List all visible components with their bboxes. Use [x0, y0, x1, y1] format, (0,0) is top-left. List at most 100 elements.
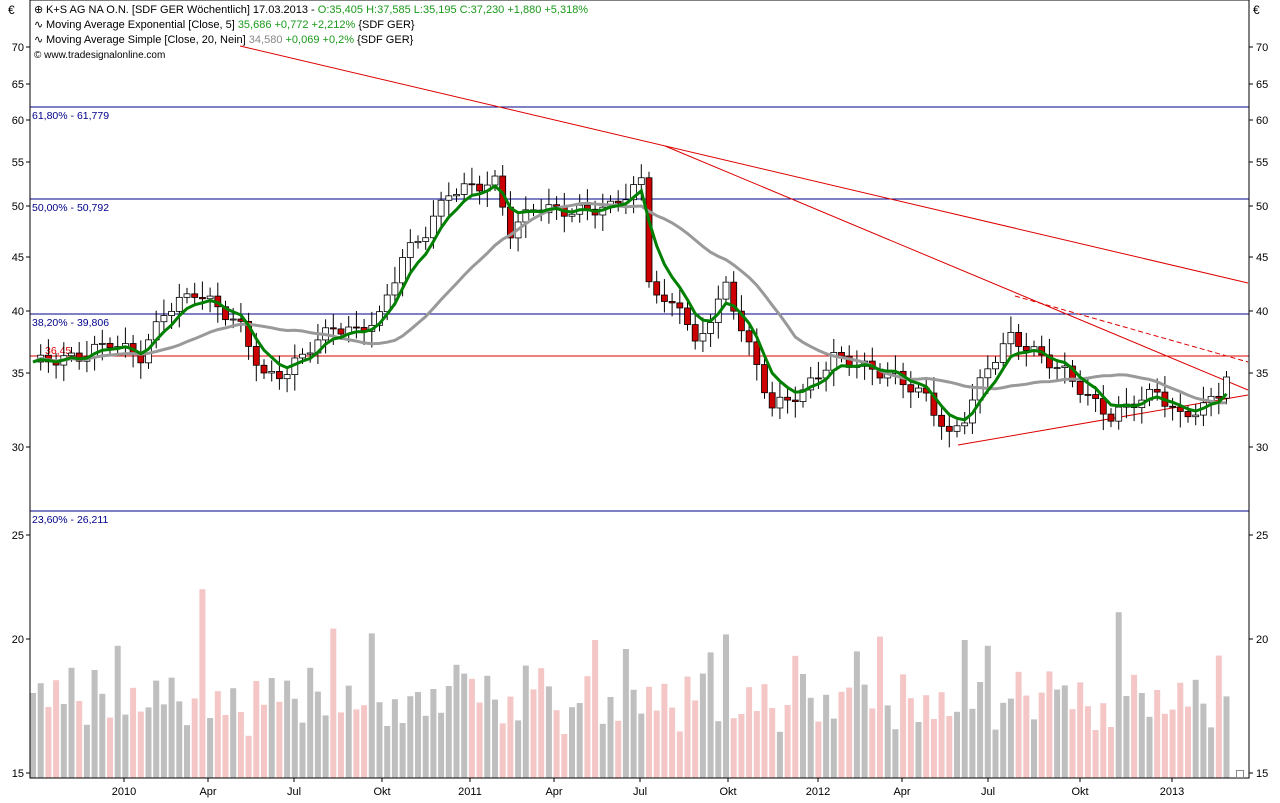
plot-frame: [29, 0, 1250, 779]
currency-label-right: €: [1253, 3, 1260, 17]
volume-bar: [1215, 655, 1222, 778]
volume-bar: [761, 684, 768, 778]
volume-bar: [653, 710, 660, 778]
candle-body: [1192, 414, 1200, 418]
candle-body: [268, 371, 276, 374]
candle-body: [684, 307, 691, 325]
volume-bar: [707, 652, 714, 778]
candle-body: [1061, 365, 1069, 368]
x-tick-label: Okt: [719, 786, 736, 798]
volume-bar: [1115, 612, 1122, 778]
volume-bar: [153, 680, 160, 778]
moving-average-icon: ∿: [34, 19, 44, 31]
x-tick-label: Jul: [633, 786, 647, 798]
volume-bar: [838, 691, 845, 778]
candle-body: [329, 327, 337, 330]
x-tick-label: Apr: [199, 786, 216, 798]
volume-bar: [1069, 709, 1076, 778]
fibonacci-level-label: 38,20% - 39,806: [32, 317, 109, 329]
volume-bar: [268, 678, 275, 778]
y-tick-label-right: 25: [1256, 530, 1268, 542]
candle-body: [437, 199, 445, 217]
fibonacci-level-label: 61,80% - 61,779: [32, 110, 109, 122]
volume-bar: [630, 689, 637, 778]
volume-bar: [484, 675, 491, 778]
volume-bar: [60, 704, 67, 778]
volume-bar: [314, 691, 321, 778]
candle-body: [738, 310, 745, 332]
candle-body: [229, 318, 237, 321]
volume-bar: [1084, 706, 1091, 778]
volume-bar: [237, 712, 244, 778]
volume-bar: [753, 711, 760, 778]
candle-icon: ⊕: [34, 4, 44, 16]
volume-bar: [576, 703, 583, 778]
volume-bar: [160, 704, 167, 778]
ema-5-line: [32, 184, 1228, 422]
volume-bar: [430, 689, 437, 778]
candle-body: [1046, 354, 1053, 369]
volume-bar: [1192, 679, 1199, 778]
y-tick-label-left: 60: [12, 115, 24, 127]
resize-handle[interactable]: [1236, 770, 1244, 778]
volume-bar: [391, 699, 398, 778]
volume-bar: [91, 670, 98, 778]
y-tick-label-right: 20: [1256, 634, 1268, 646]
x-tick-label: 2010: [112, 786, 136, 798]
candle-body: [98, 342, 106, 345]
volume-bar: [253, 681, 260, 778]
volume-bar: [638, 713, 645, 778]
volume-bar: [746, 687, 753, 778]
candle-body: [807, 377, 815, 391]
y-tick-label-left: 25: [12, 530, 24, 542]
volume-bar: [1169, 709, 1176, 778]
candle-body: [1107, 413, 1115, 422]
legend-main-title: K+S AG NA O.N. [SDF GER Wöchentlich] 17.…: [46, 4, 318, 16]
volume-bar: [368, 633, 375, 778]
volume-bar: [330, 628, 337, 778]
candle-body: [460, 183, 468, 195]
volume-bar: [461, 673, 468, 778]
volume-bar: [1200, 703, 1207, 778]
volume-bar: [515, 720, 522, 778]
x-tick-label: Apr: [545, 786, 562, 798]
y-tick-label-right: 50: [1256, 201, 1268, 213]
y-tick-label-right: 55: [1256, 157, 1268, 169]
volume-bar: [954, 711, 960, 778]
candle-body: [260, 364, 268, 374]
y-tick-label-left: 40: [12, 306, 24, 318]
volume-bar: [946, 716, 953, 778]
volume-bar: [1154, 690, 1161, 778]
candle-body: [1115, 406, 1123, 422]
candle-body: [191, 293, 199, 298]
candle-body: [915, 387, 922, 393]
candle-body: [476, 183, 484, 192]
volume-bar: [699, 673, 706, 778]
volume-bar: [83, 724, 90, 778]
volume-bar: [545, 686, 552, 778]
candle-body: [106, 342, 114, 349]
volume-bar: [646, 686, 652, 778]
volume-bar: [1138, 693, 1145, 778]
volume-bar: [468, 678, 475, 778]
volume-bar: [230, 688, 237, 778]
volume-bar: [353, 709, 360, 778]
y-tick-label-left: 45: [12, 252, 24, 264]
candle-body: [1092, 394, 1099, 399]
volume-bar: [407, 696, 414, 778]
volume-bar: [661, 683, 668, 778]
volume-bar: [622, 649, 629, 778]
volume-bar: [1108, 727, 1114, 778]
volume-bar: [807, 697, 814, 778]
volume-bar: [861, 684, 868, 778]
x-tick-label: Jul: [287, 786, 301, 798]
volume-bar: [1123, 696, 1130, 778]
volume-bar: [853, 651, 860, 778]
legend-copyright: © www.tradesignalonline.com: [34, 50, 166, 61]
candle-body: [283, 374, 291, 380]
candle-body: [175, 296, 183, 312]
volume-bar: [68, 667, 75, 778]
candle-body: [938, 414, 945, 427]
volume-bar: [1061, 685, 1068, 778]
